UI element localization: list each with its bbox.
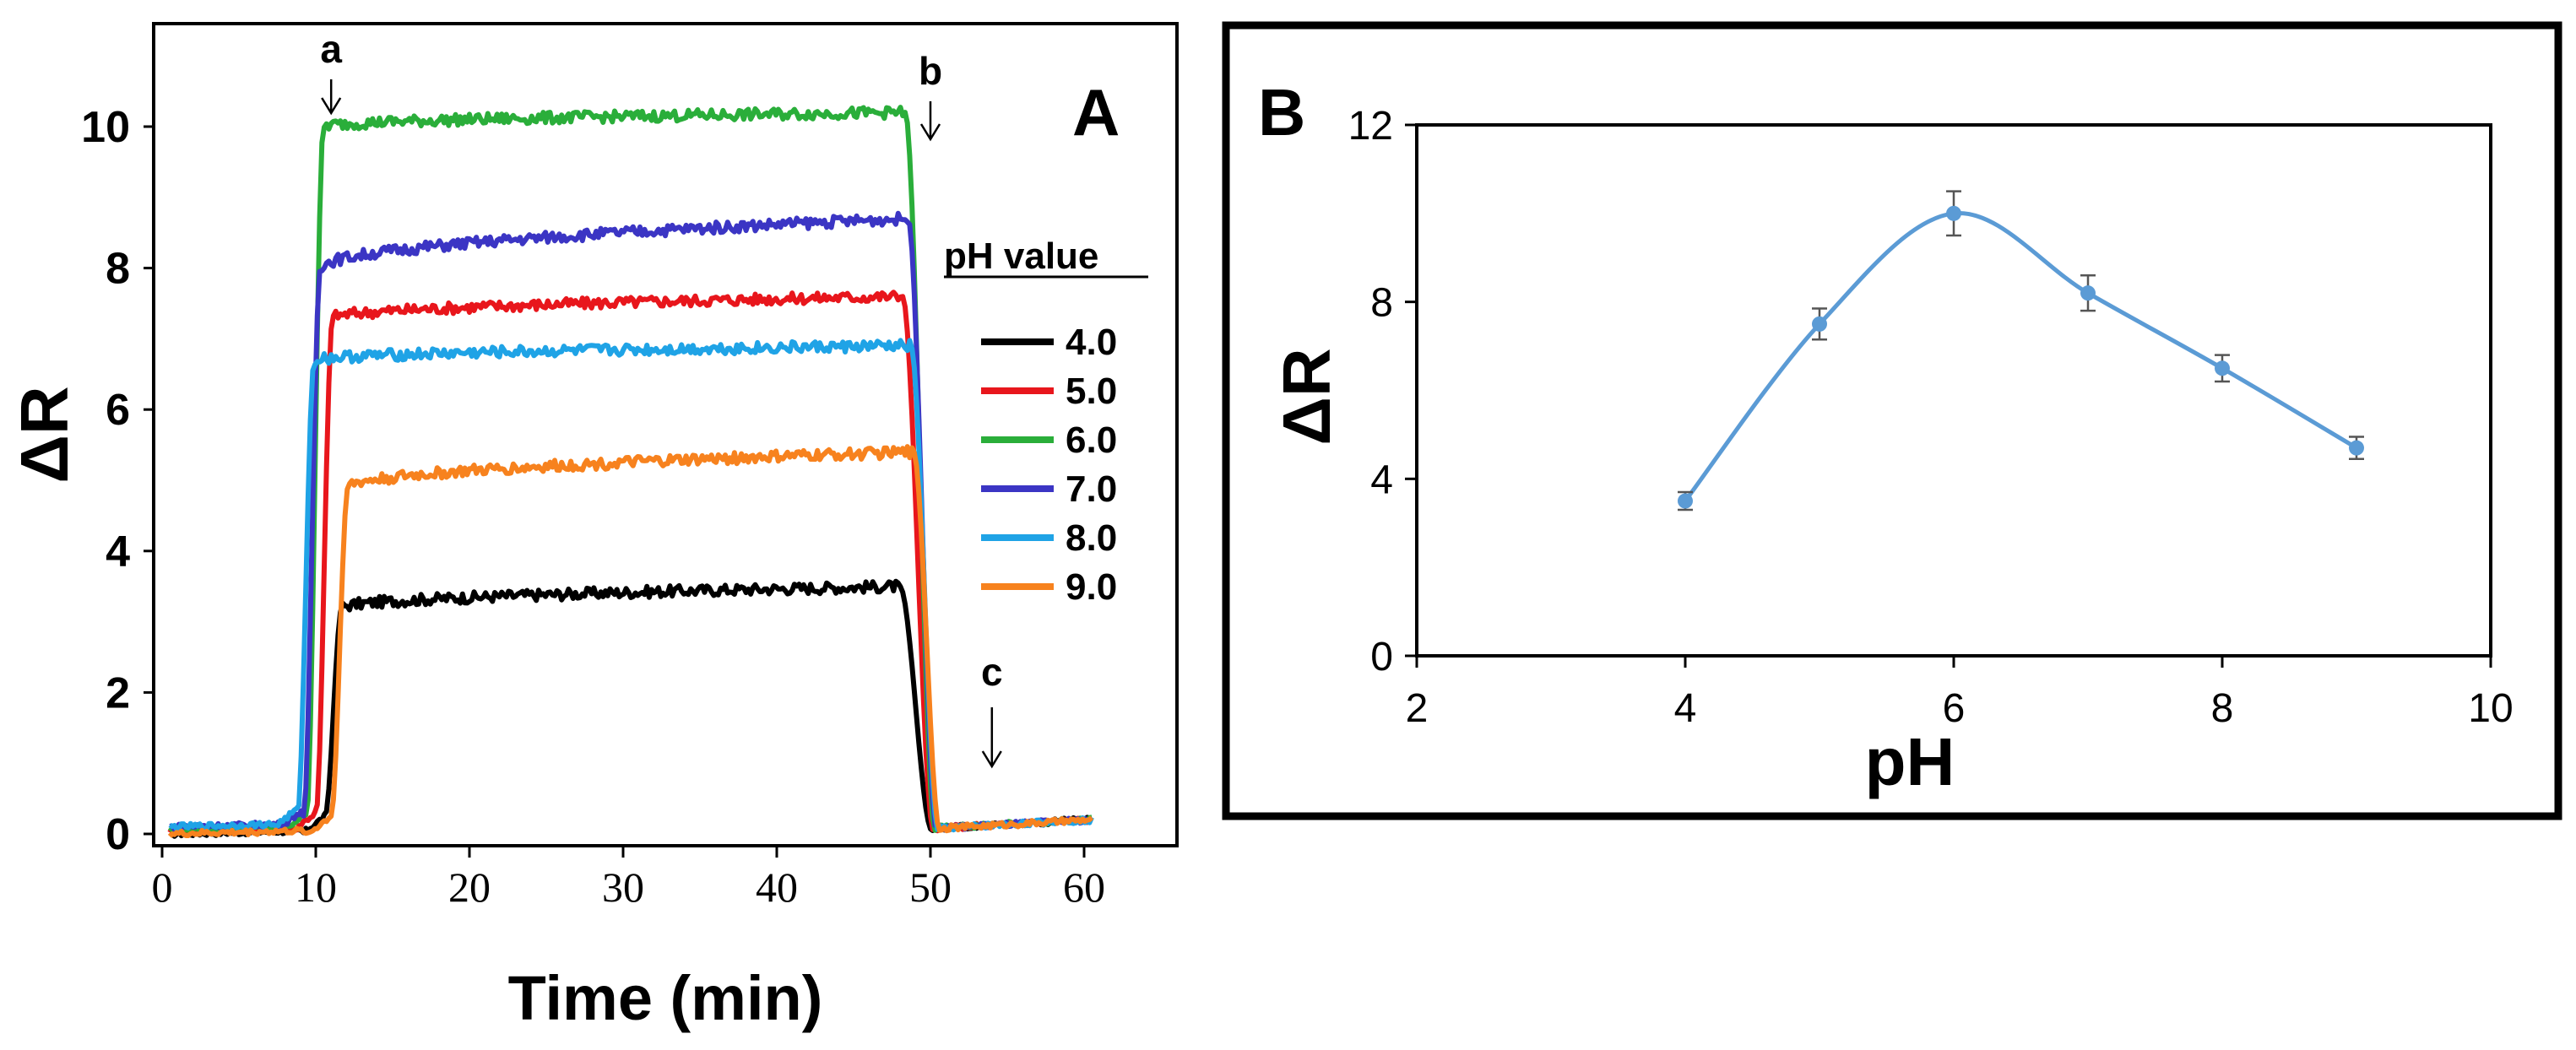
legend-label-ph-6.0: 6.0 bbox=[1066, 419, 1117, 461]
legend-title: pH value bbox=[944, 235, 1098, 277]
panel-a-x-tick-label: 20 bbox=[448, 863, 491, 911]
panel-b-data-point bbox=[1678, 493, 1693, 509]
panel-a-y-tick-label: 4 bbox=[106, 528, 130, 576]
panel-b-y-ticks: 0 4 8 12 bbox=[1348, 104, 1417, 679]
panel-a-x-tick-label: 30 bbox=[602, 863, 644, 911]
annotation-arrowhead-b bbox=[919, 123, 941, 142]
legend-label-ph-5.0: 5.0 bbox=[1066, 371, 1117, 412]
panel-b-y-tick-label: 4 bbox=[1370, 457, 1393, 502]
legend-label-ph-7.0: 7.0 bbox=[1066, 468, 1117, 510]
legend-label-ph-4.0: 4.0 bbox=[1066, 322, 1117, 363]
panel-a-legend: pH value 4.0 5.0 6.0 7.0 8.0 9.0 bbox=[944, 235, 1148, 608]
panel-a-y-ticks: 0 2 4 6 8 10 bbox=[81, 103, 154, 859]
panel-a-y-tick-label: 2 bbox=[106, 668, 130, 717]
panel-b-data-point bbox=[2349, 440, 2364, 456]
panel-a-series-line-ph-9.0 bbox=[167, 444, 1094, 838]
annotation-arrowhead-a bbox=[321, 97, 342, 116]
panel-b-data-point bbox=[2215, 360, 2230, 376]
panel-a-y-tick-label: 0 bbox=[106, 810, 130, 859]
panel-b-data-point bbox=[1812, 316, 1827, 332]
panel-a-y-tick-label: 8 bbox=[106, 245, 130, 294]
panel-b-x-tick-label: 2 bbox=[1406, 686, 1429, 731]
panel-a-x-tick-label: 10 bbox=[295, 863, 337, 911]
panel-b-label: B bbox=[1258, 75, 1305, 149]
panel-a-y-tick-label: 10 bbox=[81, 103, 130, 152]
annotation-label-c: c bbox=[981, 650, 1003, 694]
panel-a-y-axis-label: ΔR bbox=[7, 386, 82, 483]
panel-a-y-tick-label: 6 bbox=[106, 386, 130, 435]
panel-b-series-line bbox=[1684, 211, 2358, 503]
panel-a-x-tick-label: 0 bbox=[152, 863, 173, 911]
panel-b-y-tick-label: 12 bbox=[1348, 104, 1393, 149]
panel-b-x-tick-label: 4 bbox=[1674, 686, 1697, 731]
panel-b: B 0 4 8 12 2 4 6 8 10 pH ΔR bbox=[1222, 21, 2562, 820]
annotation-arrowhead-c bbox=[981, 750, 1002, 769]
panel-a-x-ticks: 0 10 20 30 40 50 60 bbox=[152, 846, 1105, 911]
panel-b-x-tick-label: 6 bbox=[1943, 686, 1966, 731]
panel-b-y-tick-label: 0 bbox=[1370, 635, 1393, 679]
panel-b-data-point bbox=[1946, 205, 1961, 221]
panel-b-x-ticks: 2 4 6 8 10 bbox=[1406, 656, 2514, 731]
legend-label-ph-8.0: 8.0 bbox=[1066, 517, 1117, 559]
annotation-label-a: a bbox=[320, 27, 342, 71]
panel-b-series bbox=[1678, 190, 2364, 511]
panel-a-plot-frame bbox=[152, 22, 1179, 847]
panel-a-x-tick-label: 40 bbox=[756, 863, 798, 911]
panel-b-x-axis-label: pH bbox=[1865, 724, 1955, 799]
panel-a-series bbox=[167, 105, 1094, 839]
panel-a-x-axis-label: Time (min) bbox=[508, 963, 823, 1033]
panel-b-y-tick-label: 8 bbox=[1370, 281, 1393, 326]
panel-a-x-tick-label: 60 bbox=[1063, 863, 1105, 911]
panel-a-x-tick-label: 50 bbox=[909, 863, 952, 911]
panel-b-y-axis-label: ΔR bbox=[1269, 348, 1344, 445]
annotation-label-b: b bbox=[919, 49, 942, 93]
legend-label-ph-9.0: 9.0 bbox=[1066, 566, 1117, 608]
panel-b-x-tick-label: 8 bbox=[2211, 686, 2234, 731]
panel-b-data-point bbox=[2080, 285, 2096, 301]
panel-a-annotations: a b c bbox=[320, 27, 1003, 769]
panel-a: 0 2 4 6 8 10 0 10 20 30 40 50 60 a b c A Time (min) Δ… bbox=[7, 22, 1179, 1033]
panel-a-label: A bbox=[1072, 75, 1120, 149]
panel-b-x-tick-label: 10 bbox=[2468, 686, 2513, 731]
